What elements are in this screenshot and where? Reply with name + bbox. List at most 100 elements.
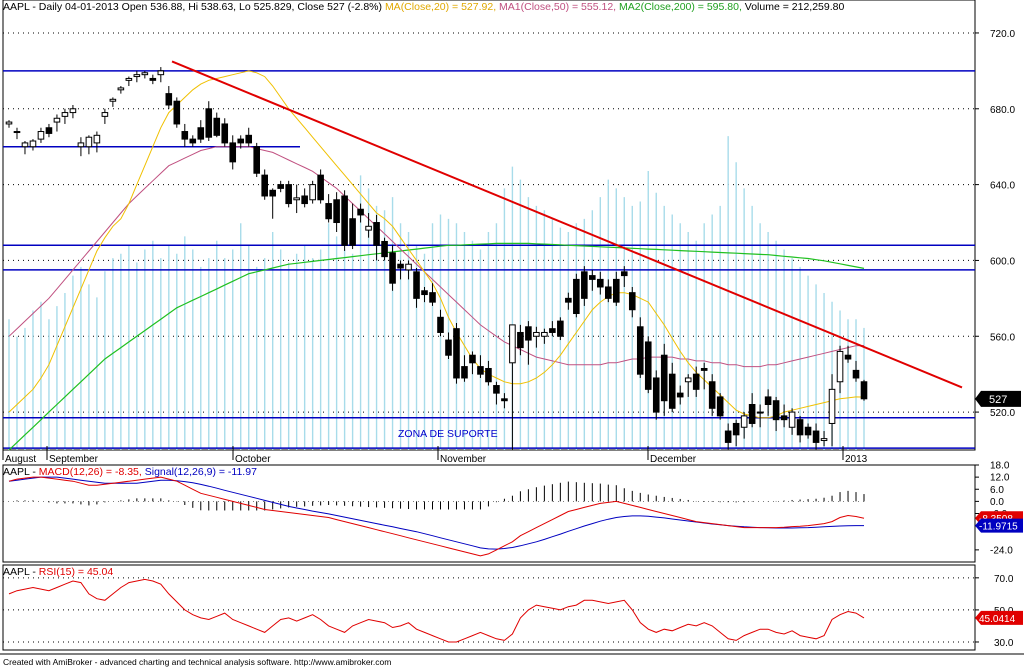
month-label: October <box>235 454 271 465</box>
candle-body <box>740 415 748 428</box>
candle-body <box>245 134 253 144</box>
candle-body <box>636 326 644 375</box>
candle-body <box>692 373 700 390</box>
candle-body <box>597 278 604 288</box>
candle-body <box>5 121 13 125</box>
candle-body <box>628 292 636 311</box>
candle-body <box>756 411 764 414</box>
candle-body <box>165 93 173 106</box>
rsi-header: AAPL - RSI(15) = 45.04 <box>3 566 113 578</box>
candle-body <box>764 396 772 406</box>
candle-body <box>293 197 300 201</box>
candle-body <box>716 396 724 417</box>
macd-line <box>8 476 865 557</box>
rsi-tick-label: 70.0 <box>994 574 1014 585</box>
candle-body <box>700 367 708 371</box>
candle-body <box>13 131 21 134</box>
candle-body <box>469 354 476 364</box>
candle-body <box>133 74 141 78</box>
candle-body <box>381 240 388 258</box>
candle-body <box>61 112 69 117</box>
candle-body <box>261 174 268 197</box>
candle-body <box>141 72 149 76</box>
candle-body <box>237 138 245 144</box>
candle-body <box>413 271 420 299</box>
candle-body <box>189 138 197 144</box>
candle-body <box>668 373 676 409</box>
rsi-value-label: 45.0414 <box>975 610 1023 625</box>
candle-body <box>509 324 516 364</box>
candle-body <box>485 367 492 383</box>
candle-body <box>660 354 668 402</box>
candle-body <box>732 422 740 436</box>
candle-body <box>573 278 580 315</box>
candle-body <box>149 77 157 81</box>
candle-body <box>101 112 109 117</box>
grid-lines <box>3 32 975 643</box>
support-zone-annotation: ZONA DE SUPORTE <box>398 428 498 440</box>
candle-body <box>77 142 85 148</box>
candle-body <box>836 350 844 383</box>
price-tick-label: 560.0 <box>990 332 1015 343</box>
signal-value-label-value: -11.9715 <box>979 522 1018 533</box>
candle-body <box>421 290 428 296</box>
macd-tick-label: -24.0 <box>990 545 1013 556</box>
candle-body <box>21 142 29 148</box>
candle-body <box>317 174 324 201</box>
candle-body <box>820 438 828 442</box>
candle-body <box>804 426 812 436</box>
candle-body <box>788 411 796 428</box>
trendline-line <box>171 60 963 389</box>
candle-body <box>517 331 524 349</box>
candle-body <box>549 328 556 333</box>
candle-body <box>197 127 205 140</box>
ma200-line <box>8 242 865 451</box>
volume-legend: Volume = 212,259.80 <box>744 1 845 13</box>
candle-body <box>525 326 532 341</box>
candle-body <box>365 225 372 231</box>
candle-body <box>437 316 444 333</box>
signal-value-label-box <box>975 518 1023 533</box>
candle-body <box>357 208 364 216</box>
candle-body <box>325 203 332 220</box>
candle-body <box>341 195 348 246</box>
candle-body <box>780 415 788 421</box>
candle-body <box>565 297 572 303</box>
macd-legend: MACD(12,26) = -8.35, <box>38 466 142 478</box>
candle-body <box>253 146 261 174</box>
ma200-legend: MA2(Close,200) = 595.80, <box>619 1 742 13</box>
candle-body <box>676 392 684 398</box>
candlesticks <box>5 67 868 450</box>
candle-body <box>748 404 756 424</box>
candle-body <box>205 108 213 138</box>
candle-body <box>620 271 628 277</box>
candle-body <box>69 108 77 114</box>
candle-body <box>612 278 620 303</box>
candle-body <box>557 320 564 337</box>
candle-body <box>53 117 61 123</box>
candle-body <box>309 184 316 201</box>
signal-line <box>8 476 864 550</box>
macd-tick-label: 0.0 <box>990 497 1004 508</box>
candle-body <box>405 263 412 271</box>
panel-frame <box>2 564 976 651</box>
signal-legend: Signal(12,26,9) = -11.97 <box>144 466 257 478</box>
rsi-legend: RSI(15) = 45.04 <box>38 566 114 578</box>
month-label: December <box>650 454 697 465</box>
candle-body <box>109 98 117 102</box>
macd-lines <box>3 476 868 557</box>
panel-frame <box>2 464 976 563</box>
candle-body <box>708 381 716 409</box>
price-tick-label: 680.0 <box>990 105 1015 116</box>
candle-body <box>269 189 276 197</box>
candle-body <box>221 123 229 144</box>
candle-body <box>389 252 396 284</box>
rsi-value-label-value: 45.0414 <box>979 614 1016 625</box>
candle-body <box>301 195 308 205</box>
close-price-value: 527 <box>989 394 1007 406</box>
candle-body <box>125 77 133 81</box>
macd-tick-label: 6.0 <box>990 485 1004 496</box>
candle-body <box>181 131 189 140</box>
candle-body <box>684 377 692 383</box>
